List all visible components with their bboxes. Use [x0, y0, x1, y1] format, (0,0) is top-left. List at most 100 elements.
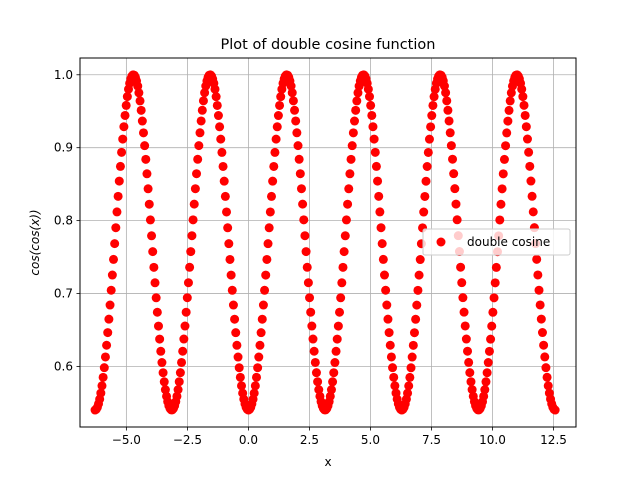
data-point	[157, 358, 167, 368]
data-point	[254, 352, 264, 362]
data-point	[533, 270, 543, 280]
data-point	[504, 105, 514, 115]
data-point	[407, 352, 417, 362]
data-point	[337, 278, 347, 288]
data-point	[442, 96, 452, 106]
data-point	[486, 334, 496, 344]
data-point	[365, 92, 374, 102]
data-point	[172, 391, 182, 401]
data-point	[370, 147, 380, 157]
data-point	[526, 176, 536, 186]
data-point	[237, 381, 247, 391]
data-point	[499, 154, 509, 164]
data-point	[235, 372, 245, 382]
data-point	[405, 372, 415, 382]
data-point	[448, 154, 458, 164]
data-point	[518, 92, 528, 102]
x-tick-label: 10.0	[479, 433, 506, 447]
data-point	[158, 368, 168, 378]
data-point	[384, 328, 394, 338]
x-axis-label: x	[324, 455, 331, 469]
data-point	[149, 262, 159, 272]
data-point	[136, 105, 146, 115]
data-point	[263, 239, 273, 249]
data-point	[338, 262, 348, 272]
x-tick-label: 2.5	[300, 433, 319, 447]
data-point	[269, 161, 279, 171]
data-point	[151, 293, 161, 303]
y-axis-label: cos(cos(x))	[28, 209, 42, 275]
data-point	[142, 169, 152, 179]
data-point	[378, 254, 388, 264]
data-point	[286, 81, 296, 91]
data-point	[225, 254, 235, 264]
data-point	[226, 270, 236, 280]
data-point	[310, 357, 320, 367]
data-point	[266, 191, 276, 201]
data-point	[99, 363, 109, 373]
data-point	[346, 154, 356, 164]
data-point	[150, 278, 160, 288]
data-point	[413, 285, 423, 295]
data-point	[152, 307, 162, 317]
data-point	[296, 184, 306, 194]
data-point	[419, 207, 429, 217]
data-point	[98, 372, 108, 382]
data-point	[233, 352, 243, 362]
legend: double cosine	[422, 228, 571, 256]
data-point	[371, 161, 381, 171]
data-point	[177, 357, 187, 367]
data-point	[488, 307, 498, 317]
legend-box	[422, 228, 571, 256]
data-point	[414, 270, 424, 280]
data-point	[107, 270, 117, 280]
data-point	[534, 285, 544, 295]
data-point	[303, 278, 313, 288]
data-point	[230, 314, 240, 324]
y-tick-label: 1.0	[54, 68, 73, 82]
data-point	[411, 314, 421, 324]
data-point	[543, 381, 553, 391]
data-point	[503, 116, 513, 126]
data-point	[481, 377, 491, 387]
data-point	[220, 191, 230, 201]
data-point	[375, 207, 385, 217]
data-point	[137, 116, 147, 126]
data-point	[255, 340, 265, 350]
data-point	[135, 96, 145, 106]
data-point	[299, 215, 309, 225]
data-point	[490, 278, 500, 288]
data-point	[308, 334, 318, 344]
data-point	[428, 100, 438, 110]
data-point	[550, 405, 560, 415]
data-point	[495, 215, 505, 225]
data-point	[404, 381, 414, 391]
data-point	[194, 141, 204, 151]
data-point	[253, 363, 263, 373]
data-point	[118, 134, 128, 144]
data-point	[200, 88, 210, 98]
data-point	[489, 293, 499, 303]
data-point	[532, 254, 542, 264]
x-tick-label: 0.0	[239, 433, 258, 447]
data-point	[140, 141, 150, 151]
data-point	[111, 223, 121, 233]
data-point	[335, 307, 345, 317]
data-point	[479, 391, 489, 401]
data-point	[119, 122, 129, 132]
data-point	[373, 176, 383, 186]
data-point	[298, 199, 308, 209]
data-point	[275, 100, 285, 110]
data-point	[114, 176, 124, 186]
data-point	[234, 363, 244, 373]
legend-label: double cosine	[467, 235, 550, 249]
data-point	[182, 293, 192, 303]
data-point	[441, 88, 451, 98]
data-point	[389, 372, 399, 382]
data-point	[537, 328, 547, 338]
data-point	[439, 81, 449, 91]
y-tick-label: 0.6	[54, 359, 73, 373]
data-point	[341, 215, 351, 225]
data-point	[188, 215, 198, 225]
data-point	[305, 293, 315, 303]
